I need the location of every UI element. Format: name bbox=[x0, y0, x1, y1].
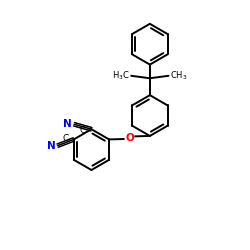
Text: O: O bbox=[125, 133, 134, 143]
Text: C: C bbox=[62, 134, 69, 143]
Text: H$_3$C: H$_3$C bbox=[112, 70, 130, 82]
Text: C: C bbox=[80, 126, 86, 136]
Text: N: N bbox=[63, 119, 72, 129]
Text: CH$_3$: CH$_3$ bbox=[170, 70, 187, 82]
Text: N: N bbox=[47, 141, 56, 151]
